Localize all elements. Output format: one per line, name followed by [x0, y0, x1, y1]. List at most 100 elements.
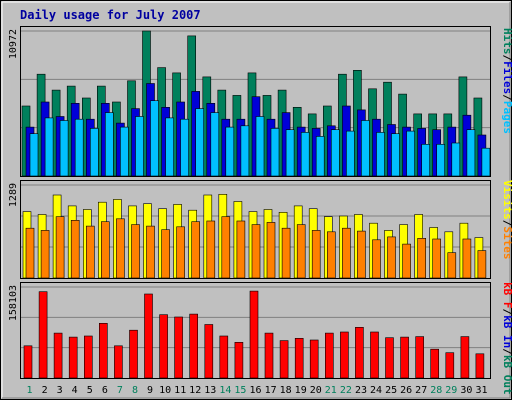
- bar-pages-day-31: [481, 147, 491, 177]
- bar-sites-day-4: [70, 220, 80, 279]
- legend-entry: Sites: [501, 226, 512, 259]
- bar-sites-day-25: [387, 236, 396, 279]
- x-tick-label: 12: [189, 385, 201, 396]
- legend-entry: kB F: [501, 282, 512, 309]
- bar-sites-day-29: [447, 252, 457, 279]
- bar-pages-day-10: [165, 117, 174, 177]
- bar-pages-day-27: [421, 144, 431, 177]
- bar-pages-day-20: [315, 136, 325, 177]
- x-tick-label: 4: [72, 385, 78, 396]
- x-tick-label: 18: [280, 385, 292, 396]
- bar-sites-day-2: [40, 230, 50, 279]
- bar-kb-f-day-31: [475, 353, 485, 379]
- bar-sites-day-8: [131, 224, 140, 279]
- bar-kb-f-day-16: [249, 290, 259, 379]
- legend-entry: /: [501, 94, 512, 101]
- bar-sites-day-7: [116, 218, 125, 279]
- bar-kb-f-day-27: [415, 336, 425, 379]
- bar-kb-f-day-10: [159, 314, 168, 379]
- x-tick-label: 1: [26, 385, 32, 396]
- legend-entry: /: [501, 55, 512, 62]
- bar-kb-f-day-22: [340, 331, 349, 379]
- bar-kb-f-day-19: [294, 337, 304, 379]
- legend-entry: /: [501, 220, 512, 227]
- bar-pages-day-8: [135, 116, 144, 177]
- bar-pages-day-14: [225, 126, 235, 177]
- x-tick-label: 24: [370, 385, 382, 396]
- bar-sites-day-20: [311, 230, 321, 279]
- bar-pages-day-4: [74, 118, 84, 177]
- bar-pages-day-3: [59, 120, 69, 177]
- bar-sites-day-22: [342, 227, 351, 279]
- bar-kb-f-day-24: [370, 331, 379, 379]
- bar-sites-day-21: [326, 231, 336, 279]
- bar-sites-day-24: [372, 239, 381, 279]
- bar-sites-day-26: [402, 243, 411, 279]
- bar-kb-f-day-14: [219, 335, 229, 379]
- bar-pages-day-22: [346, 130, 355, 177]
- legend-entry: Pages: [501, 101, 512, 134]
- legend-entry: kB Out: [501, 355, 512, 395]
- bar-pages-day-17: [270, 128, 280, 177]
- bar-sites-day-23: [357, 230, 366, 279]
- bar-pages-day-29: [451, 142, 461, 177]
- bar-sites-day-12: [191, 221, 200, 279]
- bar-pages-day-11: [180, 118, 189, 177]
- x-tick-label: 9: [147, 385, 153, 396]
- legend: Hits/Files/Pages: [501, 28, 512, 134]
- bar-kb-f-day-9: [144, 293, 153, 379]
- bar-pages-day-6: [105, 112, 114, 177]
- legend-entry: kB In: [501, 315, 512, 348]
- x-tick-label: 19: [295, 385, 307, 396]
- bar-sites-day-9: [146, 225, 155, 279]
- bar-pages-day-30: [466, 129, 476, 177]
- bar-sites-day-13: [206, 220, 216, 279]
- x-tick-label: 14: [219, 385, 231, 396]
- bar-kb-f-day-8: [129, 329, 138, 379]
- bar-pages-day-5: [90, 128, 99, 177]
- y-max-label: 10972: [8, 29, 19, 59]
- bar-pages-day-28: [436, 144, 446, 177]
- legend-entry: Files: [501, 61, 512, 94]
- bar-kb-f-day-5: [84, 335, 93, 379]
- bar-pages-day-9: [150, 100, 159, 177]
- x-tick-label: 29: [445, 385, 457, 396]
- bar-pages-day-1: [29, 133, 39, 177]
- bar-sites-day-28: [432, 238, 442, 279]
- bar-kb-f-day-1: [23, 345, 33, 379]
- x-tick-label: 25: [385, 385, 397, 396]
- bar-kb-f-day-23: [355, 326, 364, 379]
- legend: kB F/kB In/kB Out: [501, 282, 512, 395]
- bar-kb-f-day-30: [460, 336, 470, 379]
- bar-kb-f-day-3: [53, 332, 63, 379]
- bar-pages-day-24: [376, 132, 385, 177]
- bar-kb-f-day-26: [400, 336, 409, 379]
- bar-sites-day-18: [281, 227, 291, 279]
- bar-pages-day-26: [406, 130, 415, 177]
- bar-kb-f-day-13: [204, 324, 214, 379]
- legend: Visits/Sites: [501, 180, 512, 260]
- bar-sites-day-15: [236, 220, 246, 279]
- bar-sites-day-11: [176, 226, 185, 279]
- bar-kb-f-day-12: [189, 313, 198, 379]
- x-tick-label: 27: [415, 385, 427, 396]
- x-tick-label: 20: [310, 385, 322, 396]
- bar-kb-f-day-7: [114, 345, 123, 379]
- bar-sites-day-30: [462, 238, 472, 279]
- y-max-label: 158103: [8, 285, 19, 321]
- x-tick-label: 2: [42, 385, 48, 396]
- bar-kb-f-day-11: [174, 316, 183, 379]
- x-tick-label: 22: [340, 385, 352, 396]
- y-max-label: 1289: [8, 183, 19, 207]
- bar-sites-day-31: [477, 250, 487, 279]
- bar-kb-f-day-15: [234, 341, 244, 379]
- legend-entry: Hits: [501, 28, 512, 55]
- bar-kb-f-day-28: [430, 348, 440, 379]
- x-tick-label: 5: [87, 385, 93, 396]
- x-tick-label: 26: [400, 385, 412, 396]
- chart-title: Daily usage for July 2007: [20, 8, 201, 22]
- bar-kb-f-day-6: [99, 322, 108, 379]
- bar-kb-f-day-20: [309, 339, 319, 379]
- bar-sites-day-5: [86, 225, 95, 279]
- bar-pages-day-19: [300, 132, 310, 177]
